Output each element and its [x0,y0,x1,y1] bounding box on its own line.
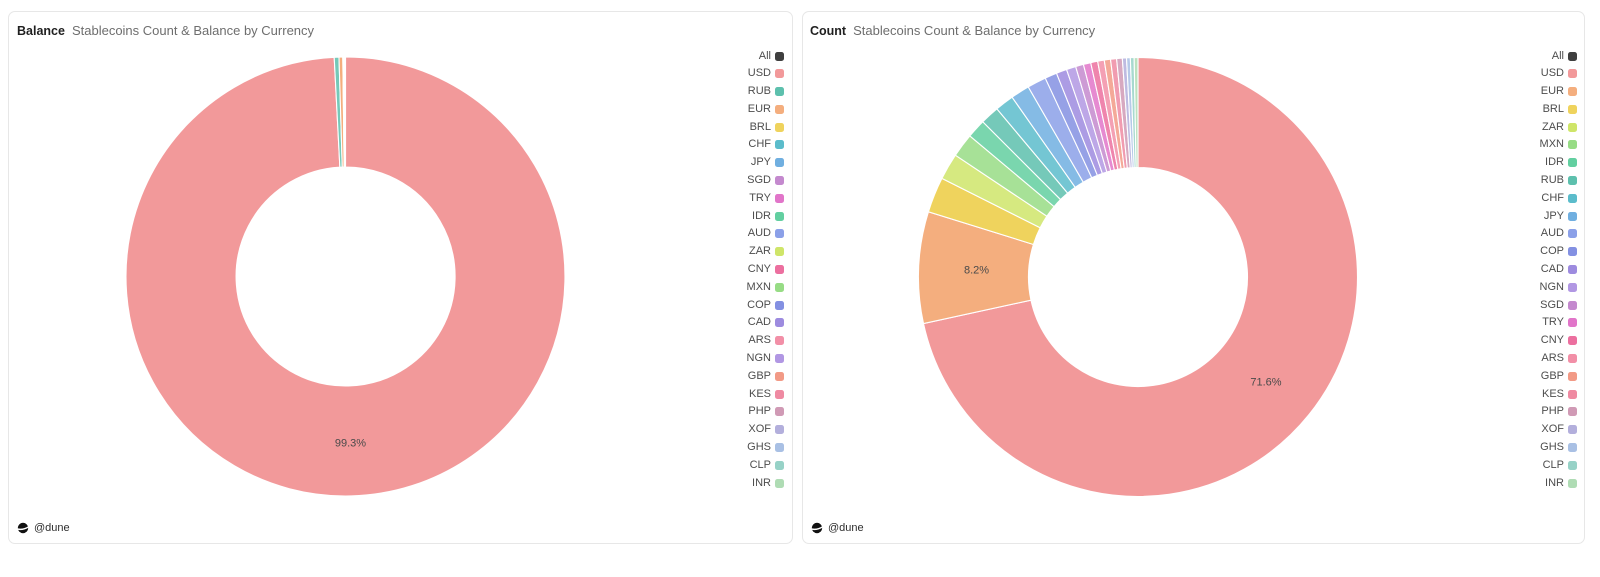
svg-text:8.2%: 8.2% [964,265,989,277]
svg-text:71.6%: 71.6% [1250,377,1281,389]
svg-text:99.3%: 99.3% [335,438,366,450]
